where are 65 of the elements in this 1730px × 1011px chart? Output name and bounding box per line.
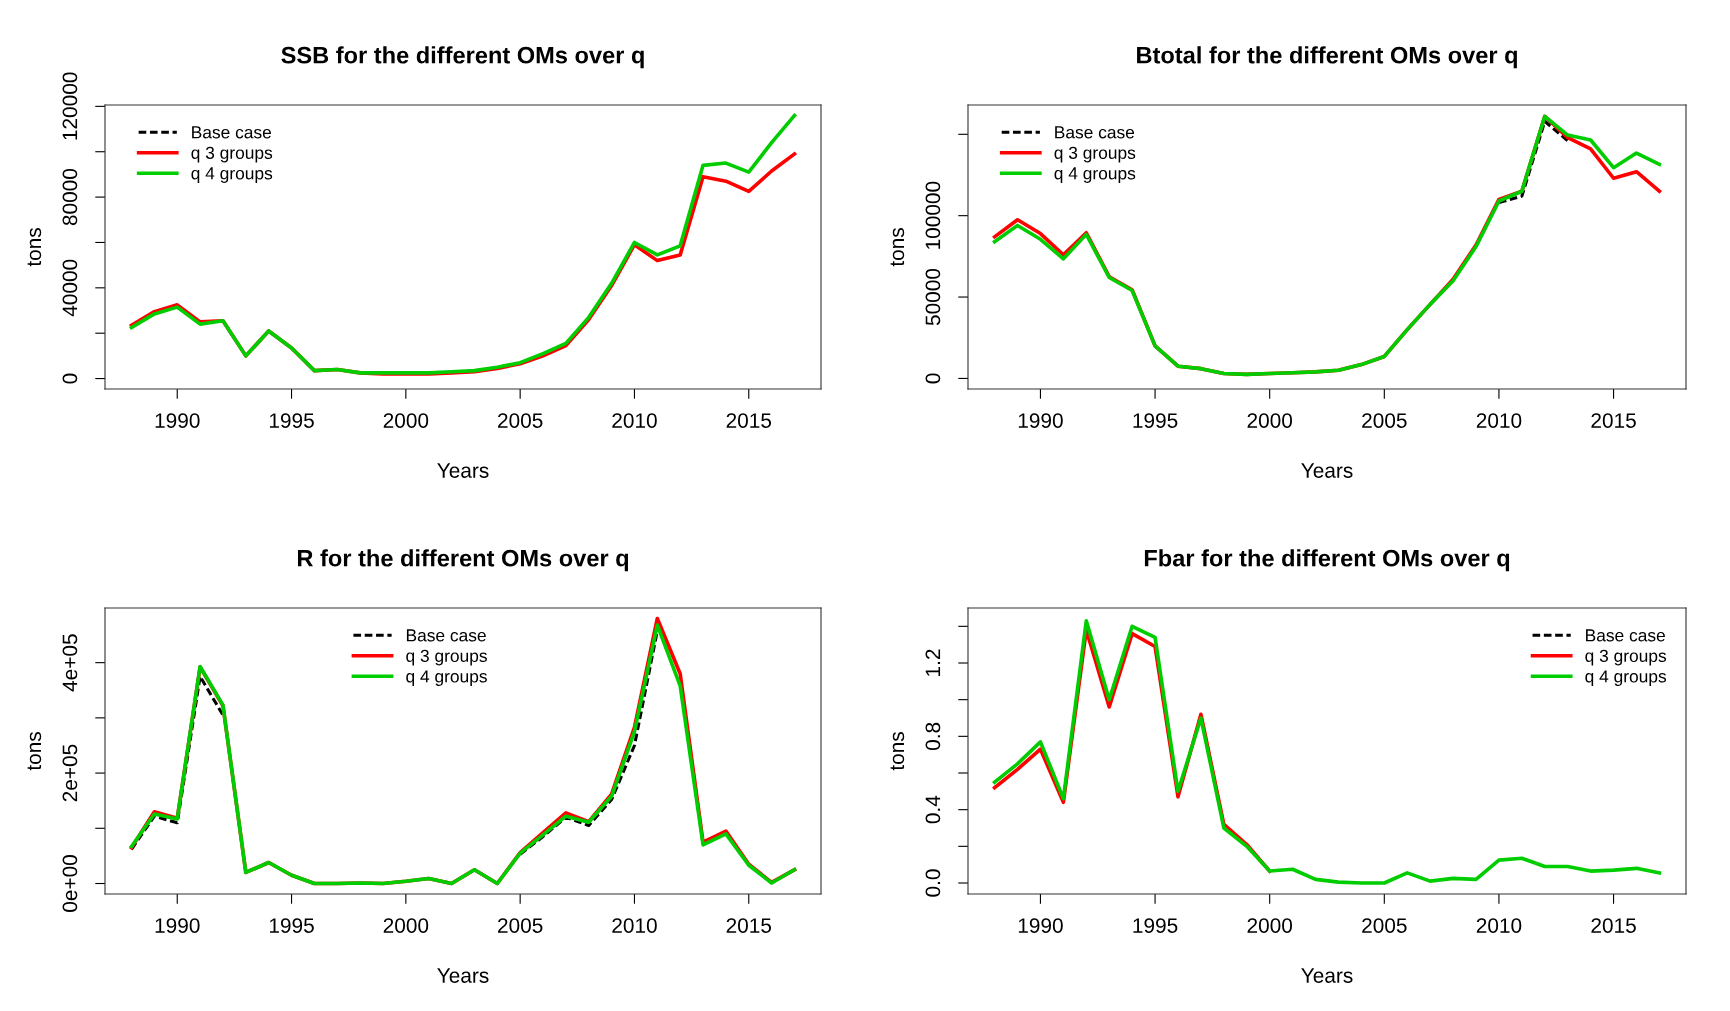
legend-label: q 4 groups bbox=[1054, 167, 1136, 183]
legend-label: q 3 groups bbox=[1585, 649, 1667, 666]
x-tick-label: 1990 bbox=[1018, 413, 1063, 428]
x-tick-label: 2015 bbox=[726, 413, 772, 428]
line-series bbox=[129, 113, 797, 375]
y-tick-label: 0 bbox=[925, 373, 941, 384]
line-series bbox=[992, 114, 1662, 377]
x-tick-label: 1995 bbox=[1133, 918, 1178, 933]
y-tick-label: 120000 bbox=[62, 72, 78, 140]
y-tick-label: 40000 bbox=[62, 259, 78, 317]
x-axis-title: Years bbox=[437, 463, 489, 478]
y-tick-label: 100000 bbox=[925, 181, 941, 249]
y-tick-label: 4e+05 bbox=[62, 634, 78, 692]
x-tick-label: 1990 bbox=[155, 413, 200, 428]
x-tick-label: 1995 bbox=[269, 918, 314, 933]
x-tick-label: 2000 bbox=[383, 413, 429, 428]
legend-label: Base case bbox=[1055, 126, 1135, 139]
chart-title: Btotal for the different OMs over q bbox=[1137, 46, 1517, 69]
x-tick-label: 2005 bbox=[498, 413, 543, 428]
legend-label: q 4 groups bbox=[406, 670, 487, 686]
y-axis-title: tons bbox=[27, 732, 42, 771]
legend-label: Base case bbox=[1586, 629, 1665, 642]
y-tick-label: 0e+00 bbox=[62, 855, 78, 912]
x-tick-label: 2005 bbox=[1362, 413, 1407, 428]
legend-label: q 4 groups bbox=[191, 167, 273, 183]
y-tick-label: 80000 bbox=[62, 168, 78, 226]
y-axis-title: tons bbox=[890, 732, 905, 771]
y-axis-title: tons bbox=[27, 228, 42, 267]
legend-label: Base case bbox=[192, 126, 272, 139]
x-tick-label: 2015 bbox=[726, 918, 772, 933]
x-tick-label: 1995 bbox=[1133, 413, 1178, 428]
y-tick-label: 2e+05 bbox=[62, 744, 78, 802]
legend-label: q 4 groups bbox=[1585, 670, 1667, 686]
y-axis-title: tons bbox=[890, 228, 905, 267]
legend-label: q 3 groups bbox=[1054, 146, 1136, 163]
x-tick-label: 2010 bbox=[612, 918, 657, 933]
chart-title: SSB for the different OMs over q bbox=[281, 46, 644, 69]
x-tick-label: 2010 bbox=[612, 413, 657, 428]
y-tick-label: 0.4 bbox=[925, 795, 941, 824]
legend-label: Base case bbox=[406, 629, 486, 642]
y-tick-label: 0 bbox=[62, 373, 78, 384]
x-tick-label: 2005 bbox=[498, 918, 543, 933]
x-tick-label: 2015 bbox=[1591, 918, 1636, 933]
y-tick-label: 0.8 bbox=[925, 722, 941, 750]
chart-title: R for the different OMs over q bbox=[297, 549, 629, 572]
x-tick-label: 1990 bbox=[1018, 918, 1063, 933]
y-tick-label: 0.0 bbox=[925, 869, 941, 897]
y-tick-label: 50000 bbox=[925, 268, 941, 326]
x-tick-label: 1990 bbox=[155, 918, 200, 933]
line-series bbox=[1497, 119, 1570, 205]
x-axis-title: Years bbox=[437, 968, 489, 983]
legend-label: q 3 groups bbox=[191, 146, 273, 163]
x-tick-label: 2005 bbox=[1362, 918, 1407, 933]
x-tick-label: 2010 bbox=[1476, 918, 1522, 933]
x-axis-title: Years bbox=[1301, 463, 1353, 478]
x-tick-label: 1995 bbox=[269, 413, 314, 428]
legend-label: q 3 groups bbox=[406, 649, 487, 666]
x-tick-label: 2000 bbox=[383, 918, 429, 933]
x-tick-label: 2010 bbox=[1476, 413, 1522, 428]
x-tick-label: 2000 bbox=[1247, 413, 1293, 428]
x-tick-label: 2015 bbox=[1591, 413, 1636, 428]
chart-title: Fbar for the different OMs over q bbox=[1144, 549, 1510, 572]
y-tick-label: 1.2 bbox=[925, 649, 941, 676]
x-axis-title: Years bbox=[1301, 968, 1353, 983]
x-tick-label: 2000 bbox=[1247, 918, 1293, 933]
